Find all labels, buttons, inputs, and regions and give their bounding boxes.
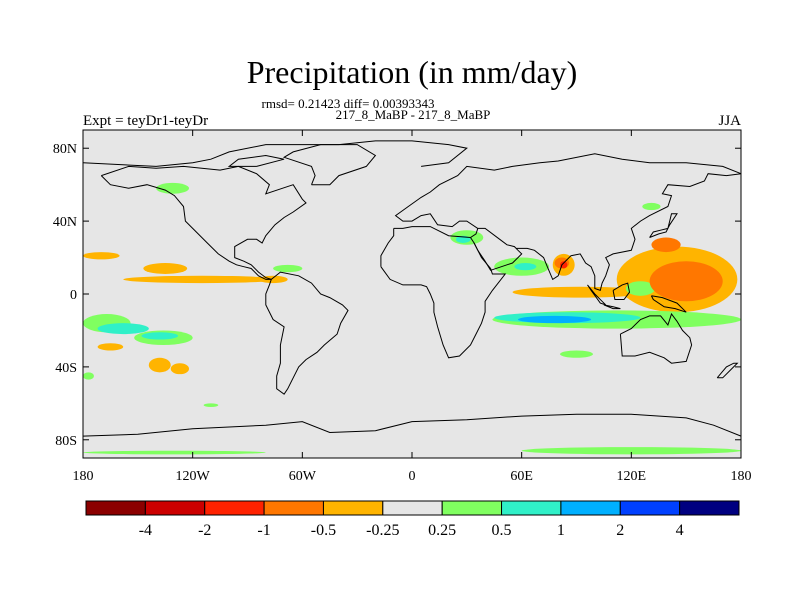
x-tick-label-6: 180 xyxy=(731,469,752,484)
coastline-17 xyxy=(82,413,742,437)
coastline-1 xyxy=(101,165,307,280)
colorbar-label-5: 0.25 xyxy=(428,522,456,539)
coastline-8 xyxy=(473,227,523,271)
colorbar-swatch-10 xyxy=(679,500,740,516)
precip-region-13 xyxy=(560,261,568,269)
chart-subtitle: 217_8_MaBP - 217_8_MaBP xyxy=(336,107,491,122)
y-axis: 80N 40N 0 40S 80S xyxy=(53,142,741,449)
coastline-14 xyxy=(612,282,631,300)
precip-region-21 xyxy=(518,315,592,324)
precip-region-1 xyxy=(642,202,661,211)
colorbar-label-4: -0.25 xyxy=(366,522,399,539)
coastline-3 xyxy=(100,175,272,280)
colorbar-swatch-2 xyxy=(204,500,265,516)
precip-region-30 xyxy=(83,372,94,380)
x-tick-label-3: 0 xyxy=(409,469,416,484)
precip-region-17 xyxy=(649,261,723,302)
x-tick-label-2: 60W xyxy=(289,469,317,484)
precip-region-24 xyxy=(97,323,149,335)
precip-region-26 xyxy=(141,332,179,340)
season-label: JJA xyxy=(718,113,741,129)
precip-region-22 xyxy=(560,350,593,358)
precip-region-5 xyxy=(123,275,281,284)
colorbar-swatch-5 xyxy=(382,500,443,516)
coastline-10 xyxy=(619,312,693,364)
colorbar-label-8: 2 xyxy=(616,522,624,539)
x-tick-label-0: 180 xyxy=(73,469,94,484)
colorbar-swatch-3 xyxy=(263,500,324,516)
precip-region-4 xyxy=(273,264,303,273)
colorbar: -4 -2 -1 -0.5 -0.25 0.25 0.5 1 2 4 xyxy=(85,500,740,539)
map-area xyxy=(82,129,742,459)
precip-region-18 xyxy=(651,237,681,253)
coastline-15 xyxy=(650,295,687,313)
precip-region-6 xyxy=(258,275,288,284)
colorbar-swatch-4 xyxy=(322,500,384,516)
chart-title: Precipitation (in mm/day) xyxy=(247,54,578,90)
experiment-label: Expt = teyDr1-teyDr xyxy=(83,113,208,129)
colorbar-label-6: 0.5 xyxy=(492,522,512,539)
colorbar-swatch-1 xyxy=(144,500,206,516)
precip-region-27 xyxy=(97,343,124,351)
colorbar-label-7: 1 xyxy=(557,522,565,539)
colorbar-label-3: -0.5 xyxy=(311,522,336,539)
x-axis: 180 120W 60W 0 60E 120E 180 xyxy=(73,130,752,484)
coastline-2 xyxy=(265,271,349,395)
precip-region-31 xyxy=(203,403,219,407)
precip-region-2 xyxy=(83,252,120,260)
precip-region-33 xyxy=(521,447,741,455)
x-tick-label-4: 60E xyxy=(510,469,533,484)
y-tick-label-3: 40S xyxy=(55,361,77,376)
stats-line: rmsd= 0.21423 diff= 0.00393343 xyxy=(262,96,435,111)
colorbar-swatch-7 xyxy=(501,500,562,516)
colorbar-swatch-9 xyxy=(619,500,681,516)
precip-region-3 xyxy=(143,263,188,274)
coastlines xyxy=(82,140,742,437)
coastline-13 xyxy=(603,304,621,310)
coastline-18 xyxy=(227,154,285,167)
precip-region-0 xyxy=(156,182,190,194)
colorbar-label-9: 4 xyxy=(676,522,684,539)
y-tick-label-0: 80N xyxy=(53,142,77,157)
coastline-11 xyxy=(649,213,678,238)
coastline-5 xyxy=(393,153,742,239)
x-tick-label-5: 120E xyxy=(617,469,647,484)
colorbar-label-2: -1 xyxy=(257,522,270,539)
colorbar-label-0: -4 xyxy=(139,522,152,539)
x-tick-label-1: 120W xyxy=(176,469,211,484)
coastline-7 xyxy=(380,237,507,359)
coastline-16 xyxy=(716,362,739,379)
colorbar-swatch-6 xyxy=(441,500,503,516)
precip-region-16 xyxy=(625,281,656,296)
coastline-9 xyxy=(516,173,742,292)
precip-region-28 xyxy=(148,357,171,373)
coastline-6 xyxy=(380,228,395,267)
y-tick-label-2: 0 xyxy=(70,288,77,303)
y-tick-label-1: 40N xyxy=(53,215,77,230)
colorbar-swatch-8 xyxy=(560,500,621,516)
colorbar-swatch-0 xyxy=(85,500,146,516)
coastline-4 xyxy=(282,144,377,186)
precip-region-29 xyxy=(170,363,190,375)
precip-region-32 xyxy=(83,450,266,455)
colorbar-label-1: -2 xyxy=(198,522,211,539)
precip-region-10 xyxy=(514,263,537,271)
y-tick-label-4: 80S xyxy=(55,434,77,449)
